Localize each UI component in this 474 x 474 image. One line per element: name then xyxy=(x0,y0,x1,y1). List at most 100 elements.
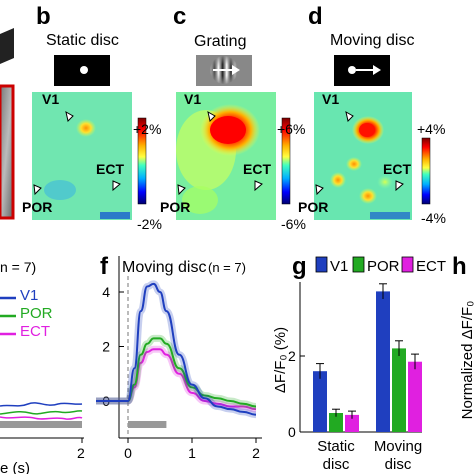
ect-arrow-icon xyxy=(112,180,121,192)
panel-c: c Grating V1 ECT POR +6% -6% xyxy=(160,3,306,232)
panel-d-spot-1 xyxy=(346,157,362,171)
legend-ect-swatch xyxy=(401,256,414,273)
panel-b-colorbar xyxy=(137,117,147,205)
cortex-image xyxy=(0,84,15,220)
por-arrow-icon xyxy=(33,184,42,196)
v1-core xyxy=(359,123,375,137)
panel-g-ticks: 02 xyxy=(288,348,305,440)
panel-d-title: Moving disc xyxy=(330,32,414,49)
category-label: disc xyxy=(323,456,350,473)
panel-d: d Moving disc V1 ECT POR +4% -4% xyxy=(298,3,446,226)
series-line-por xyxy=(96,337,257,408)
panel-c-letter: c xyxy=(173,3,186,30)
y-tick-label: 4 xyxy=(102,284,110,300)
panel-c-title: Grating xyxy=(194,33,246,50)
panel-f-traces xyxy=(96,280,257,419)
panel-h-letter: h xyxy=(452,253,467,280)
legend-v1: V1 xyxy=(20,287,38,304)
panel-d-spot-2 xyxy=(330,172,346,188)
panel-e-stimulus-bar xyxy=(0,421,82,428)
panel-d-letter: d xyxy=(308,3,323,30)
panel-f-n-label: (n = 7) xyxy=(208,260,246,275)
panel-b: b Static disc V1 ECT POR +2% -2% xyxy=(22,3,162,232)
panel-d-scale-min: -4% xyxy=(421,210,446,226)
v1-label: V1 xyxy=(322,91,339,107)
legend-por: POR xyxy=(20,305,53,322)
panel-b-edge xyxy=(100,212,130,219)
por-arrow-icon xyxy=(177,184,186,196)
ect-label: ECT xyxy=(96,161,124,177)
panel-e-v1-trace xyxy=(0,402,83,407)
legend-ect: ECT xyxy=(20,323,50,340)
por-label: POR xyxy=(298,199,328,215)
panel-f-letter: f xyxy=(100,253,109,280)
por-arrow-icon xyxy=(315,184,324,196)
bar-por xyxy=(329,413,343,432)
x-tick-label: 0 xyxy=(124,445,132,461)
panel-c-por-region xyxy=(182,186,218,214)
motion-arrow-icon xyxy=(373,65,381,75)
category-label: Static xyxy=(317,438,355,455)
panel-b-letter: b xyxy=(36,3,51,30)
legend-v1-swatch xyxy=(315,256,328,273)
y-tick-label: 0 xyxy=(288,424,296,440)
panel-e-fragment: n = 7) V1 POR ECT 2 e (s) xyxy=(0,259,85,474)
legend-por-swatch xyxy=(352,256,365,273)
panel-d-scale-max: +4% xyxy=(417,121,445,137)
panel-b-low-region xyxy=(44,180,76,200)
bar-ect xyxy=(408,361,422,432)
v1-arrow-icon xyxy=(207,111,216,122)
series-line-v1 xyxy=(96,282,257,416)
panel-g-ylabel: ΔF/F₀ (%) xyxy=(272,327,289,393)
ect-arrow-icon xyxy=(254,180,263,192)
panel-b-map xyxy=(32,92,132,220)
panel-d-spot-4 xyxy=(377,175,393,189)
bar-v1 xyxy=(313,371,327,432)
category-label: disc xyxy=(385,456,412,473)
panel-e-ect-trace xyxy=(0,416,83,420)
v1-arrow-icon xyxy=(65,111,74,122)
category-label: Moving xyxy=(374,438,422,455)
disc-icon xyxy=(348,66,356,74)
legend-por: POR xyxy=(367,258,400,275)
v1-core xyxy=(210,116,246,144)
panel-d-spot-3 xyxy=(359,188,377,204)
panel-f-title: Moving disc xyxy=(122,259,206,276)
monitor-icon xyxy=(0,28,14,64)
y-tick-label: 2 xyxy=(102,339,110,355)
panel-a-fragment xyxy=(0,28,15,220)
ect-arrow-icon xyxy=(395,180,404,192)
disc-icon xyxy=(80,66,88,74)
panel-b-scale-max: +2% xyxy=(133,121,161,137)
v1-label: V1 xyxy=(42,91,59,107)
panel-e-x-tick-label: 2 xyxy=(77,445,85,461)
bar-por xyxy=(392,348,406,432)
panel-f-stimulus-bar xyxy=(128,421,167,428)
bar-ect xyxy=(345,414,359,432)
panel-e-por-trace xyxy=(0,410,83,415)
por-label: POR xyxy=(160,199,190,215)
y-tick-label: 2 xyxy=(288,348,296,364)
panel-g: g V1 POR ECT ΔF/F₀ (%) 02 Static disc Mo… xyxy=(272,253,446,473)
panel-b-map-tint xyxy=(32,92,132,220)
x-tick-label: 1 xyxy=(188,445,196,461)
panel-b-scale-min: -2% xyxy=(137,216,162,232)
grating-arrow-icon xyxy=(232,65,240,75)
v1-arrow-icon xyxy=(345,111,354,122)
ect-label: ECT xyxy=(243,161,271,177)
x-tick-label: 2 xyxy=(252,445,260,461)
bar-v1 xyxy=(376,291,390,432)
panel-d-colorbar xyxy=(421,137,431,205)
legend-v1: V1 xyxy=(330,258,348,275)
panel-b-title: Static disc xyxy=(46,32,119,49)
ect-label: ECT xyxy=(383,161,411,177)
v1-label: V1 xyxy=(184,91,201,107)
v1-response-spot xyxy=(76,119,96,137)
panel-c-colorbar xyxy=(281,117,291,205)
panel-c-scale-min: -6% xyxy=(281,216,306,232)
panel-d-edge xyxy=(370,212,410,219)
por-label: POR xyxy=(22,199,52,215)
panel-h-ylabel: Normalized ΔF/F₀ xyxy=(459,301,474,420)
panel-h-fragment: h Normalized ΔF/F₀ xyxy=(452,253,474,419)
